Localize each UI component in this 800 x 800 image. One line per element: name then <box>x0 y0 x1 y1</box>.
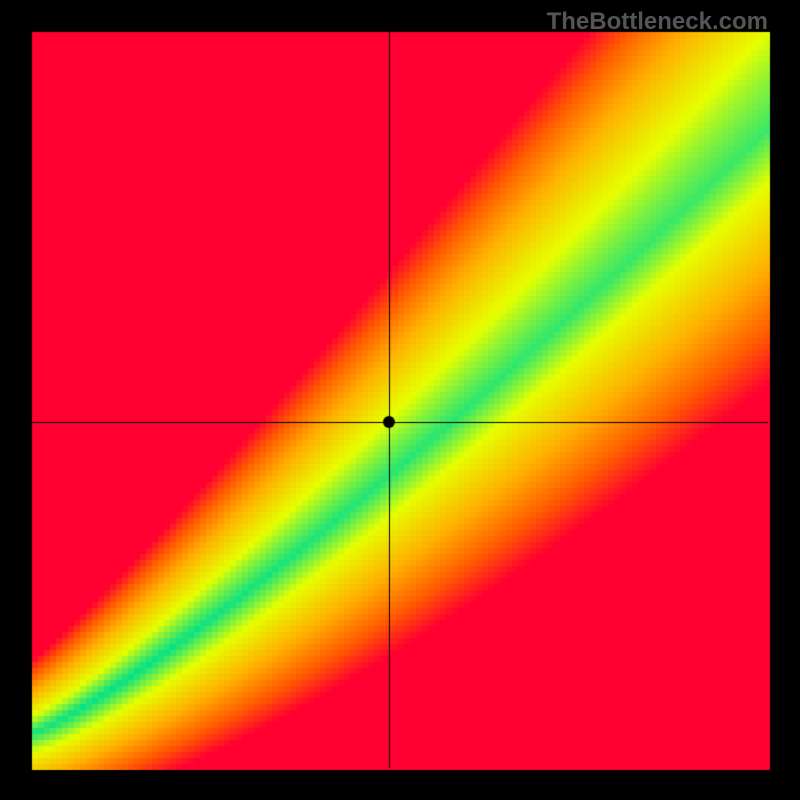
bottleneck-heatmap <box>0 0 800 800</box>
chart-container: TheBottleneck.com <box>0 0 800 800</box>
